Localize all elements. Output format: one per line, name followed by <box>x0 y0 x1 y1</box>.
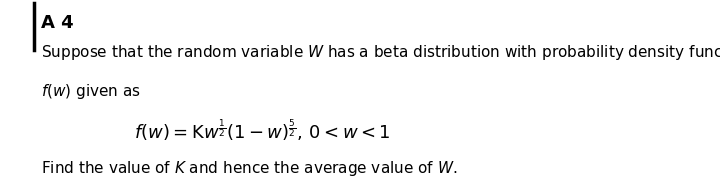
Text: $f(w) = \mathrm{K}w^{\frac{1}{2}}(1-w)^{\frac{5}{2}},\, 0 < w < 1$: $f(w) = \mathrm{K}w^{\frac{1}{2}}(1-w)^{… <box>135 117 391 143</box>
Text: Suppose that the random variable $W$ has a beta distribution with probability de: Suppose that the random variable $W$ has… <box>40 44 720 62</box>
Text: Find the value of $K$ and hence the average value of $W$.: Find the value of $K$ and hence the aver… <box>40 159 457 178</box>
Text: A 4: A 4 <box>40 14 73 32</box>
Text: $f(w)$ given as: $f(w)$ given as <box>40 82 140 101</box>
